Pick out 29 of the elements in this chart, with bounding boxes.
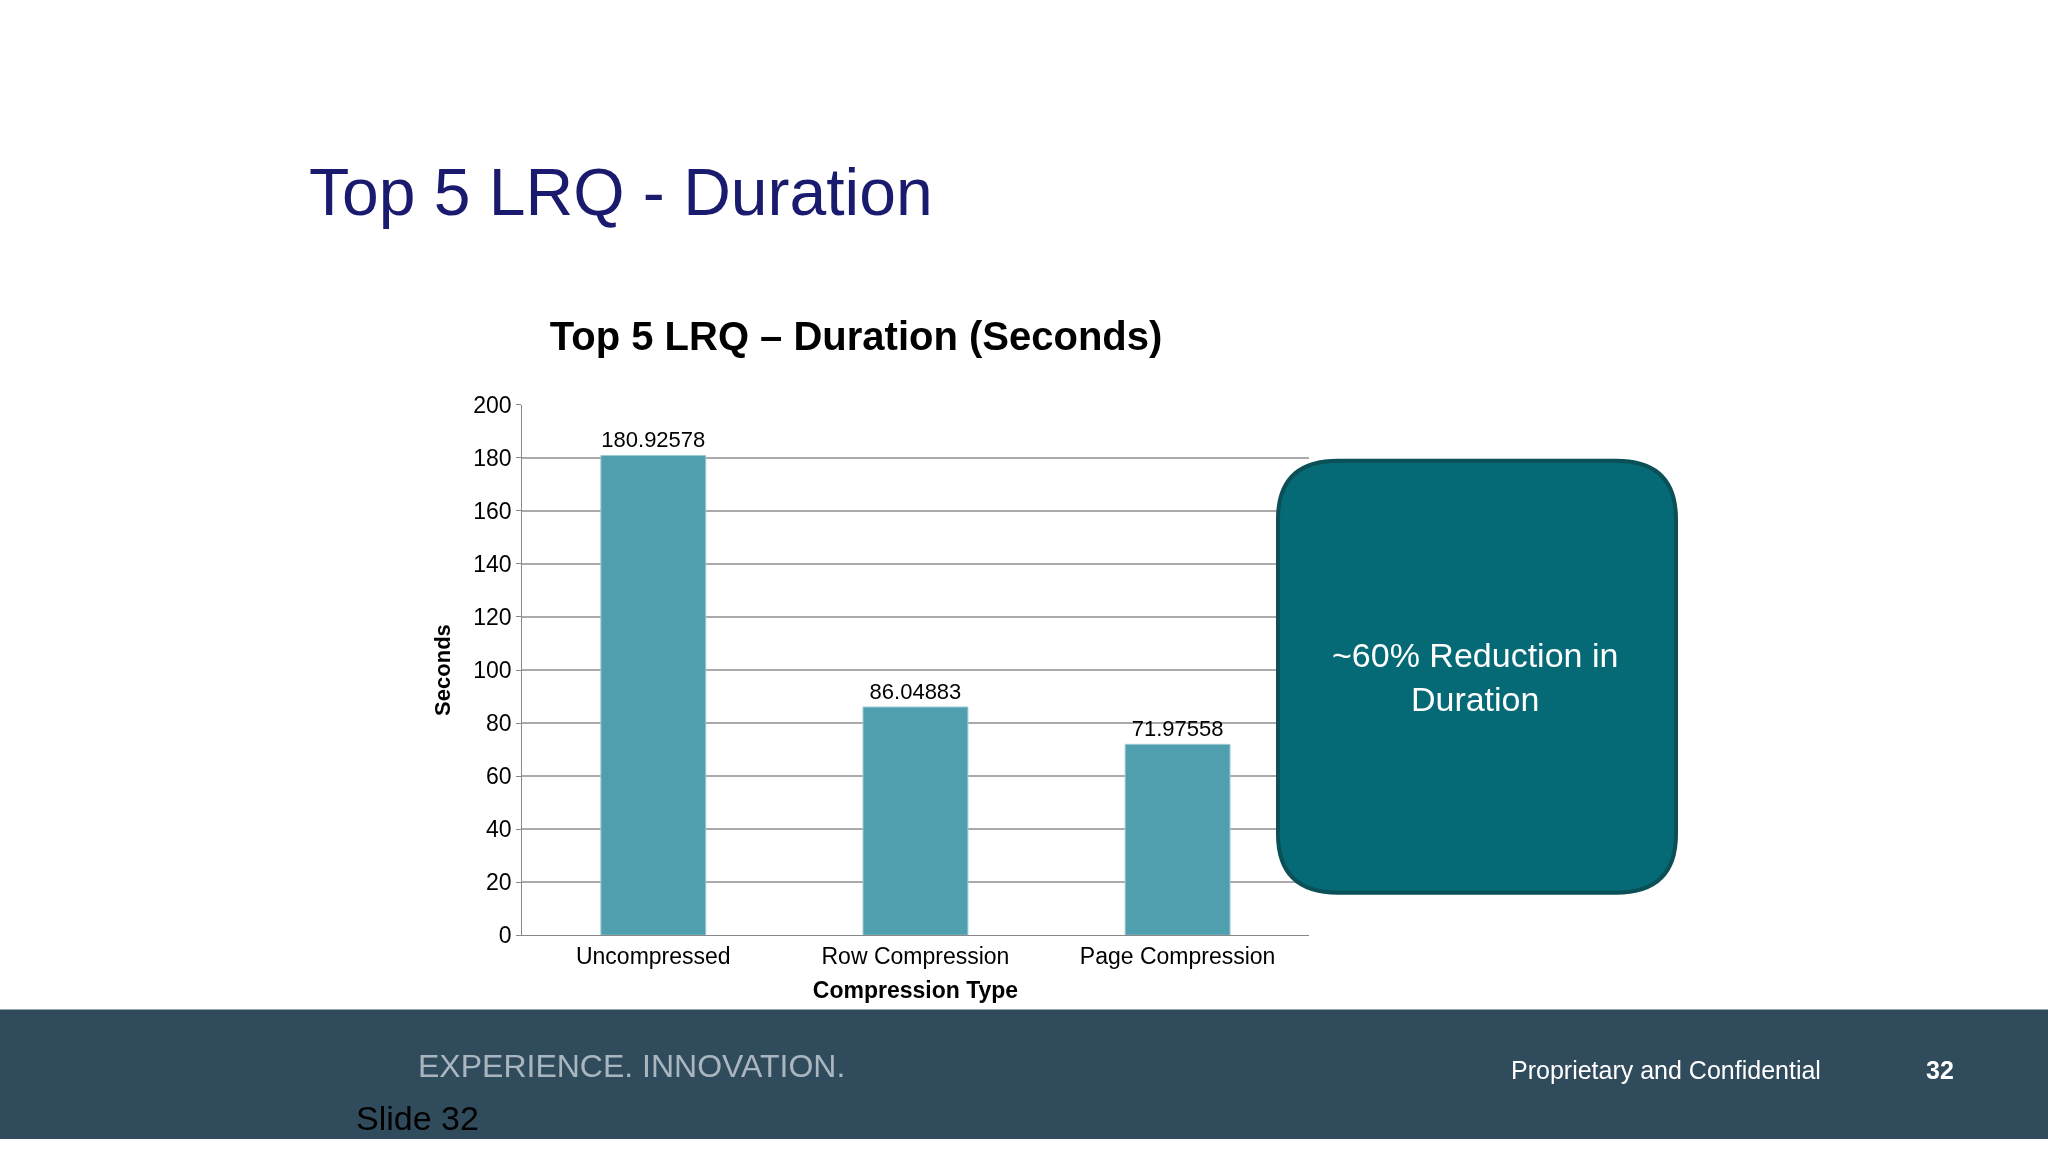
text: EXPERIENCE. INNOVATION. <box>418 1048 846 1084</box>
y-tick-label: 160 <box>473 497 512 524</box>
data-label: 180.92578 <box>601 427 706 453</box>
bar <box>1124 743 1231 936</box>
text: Slide 32 <box>356 1099 479 1137</box>
y-tick-label: 60 <box>486 763 512 790</box>
bar <box>600 454 707 936</box>
text: 32 <box>1926 1056 1954 1084</box>
chart-title: Top 5 LRQ – Duration (Seconds) <box>549 314 1163 359</box>
y-tick-label: 80 <box>486 710 512 737</box>
bar <box>862 706 969 936</box>
text: ~60% Reduction in Duration <box>1332 636 1619 719</box>
y-tick-label: 20 <box>486 869 512 896</box>
data-label: 71.97558 <box>1131 716 1224 742</box>
y-tick-label: 180 <box>473 444 512 471</box>
chart-subtitle: Top 5 LRQ - Duration <box>309 155 933 229</box>
y-tick-label: 120 <box>473 604 512 631</box>
y-tick-label: 200 <box>473 391 512 418</box>
y-tick-label: 40 <box>486 816 512 843</box>
y-axis-title: Seconds <box>430 624 456 716</box>
x-tick-label: Row Compression <box>821 942 1010 969</box>
y-tick-label: 0 <box>498 922 512 949</box>
y-tick-label: 100 <box>473 657 512 684</box>
y-tick-label: 140 <box>473 551 512 577</box>
data-label: 86.04883 <box>869 679 962 705</box>
x-axis-title: Compression Type <box>812 977 1019 1004</box>
text: Proprietary and Confidential <box>1511 1056 1821 1084</box>
x-tick-label: Page Compression <box>1079 942 1276 969</box>
x-tick-label: Uncompressed <box>575 942 731 969</box>
